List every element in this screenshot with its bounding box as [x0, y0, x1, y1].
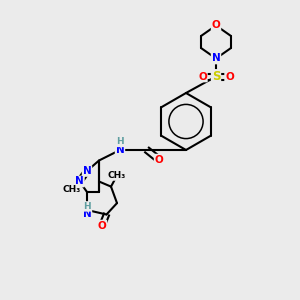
Text: H: H: [116, 137, 124, 146]
Text: N: N: [75, 176, 84, 187]
Text: H: H: [83, 202, 91, 211]
Text: N: N: [116, 145, 124, 155]
Text: N: N: [212, 53, 220, 64]
Text: O: O: [98, 220, 106, 231]
Text: CH₃: CH₃: [108, 171, 126, 180]
Text: O: O: [225, 71, 234, 82]
Text: O: O: [212, 20, 220, 31]
Text: N: N: [82, 166, 91, 176]
Text: N: N: [82, 208, 91, 219]
Text: CH₃: CH₃: [63, 185, 81, 194]
Text: O: O: [154, 154, 164, 165]
Text: S: S: [212, 70, 220, 83]
Text: O: O: [198, 71, 207, 82]
